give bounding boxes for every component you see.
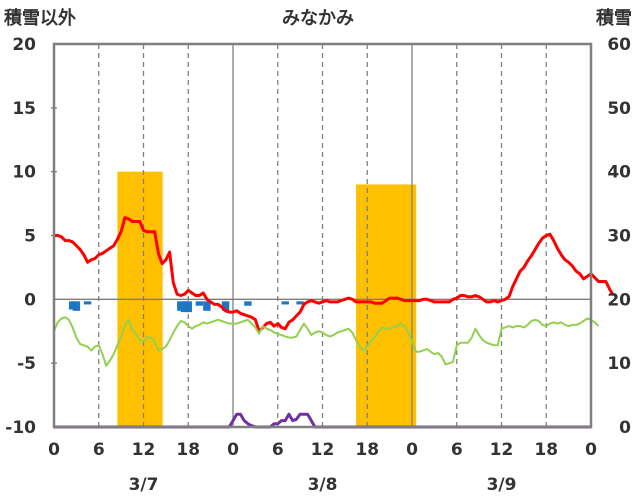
dew-point-line <box>53 316 600 367</box>
precip-bar <box>68 301 77 310</box>
snow-depth-bar <box>393 184 402 427</box>
x-tick-label: 18 <box>176 440 200 460</box>
grid-lines <box>51 44 591 427</box>
precip-bar <box>72 301 81 311</box>
precip-bar <box>221 301 230 311</box>
precip-bar <box>281 301 289 305</box>
left-axis-title: 積雪以外 <box>3 7 76 29</box>
y-left-tick-label: 0 <box>24 290 36 310</box>
y-left-tick-label: 5 <box>24 227 36 247</box>
x-tick-label: 6 <box>93 440 105 460</box>
precip-bar <box>177 301 185 311</box>
snow-depth-bar <box>370 184 379 427</box>
series-lines <box>53 216 615 429</box>
precipitation-bars <box>68 301 304 313</box>
temperature-line <box>54 216 615 333</box>
y-right-tick-label: 0 <box>619 418 631 438</box>
x-tick-label: 6 <box>451 440 463 460</box>
x-tick-label: 0 <box>585 440 597 460</box>
y-left-tick-label: -5 <box>17 354 36 374</box>
y-right-tick-label: 10 <box>607 354 631 374</box>
snow-depth-bar <box>400 184 409 427</box>
y-right-tick-label: 50 <box>607 99 631 119</box>
right-axis-title: 積雪 <box>595 7 632 29</box>
x-tick-label: 12 <box>311 440 335 460</box>
y-left-tick-label: 10 <box>12 163 36 183</box>
precip-bar <box>203 301 211 311</box>
snow-depth-bar <box>356 184 365 427</box>
precip-bar <box>184 301 192 313</box>
chart-title: みなかみ <box>282 8 354 29</box>
precip-bar <box>296 301 304 305</box>
snowfall-line <box>54 412 591 429</box>
y-right-tick-label: 40 <box>607 163 631 183</box>
x-tick-label: 18 <box>534 440 558 460</box>
date-label: 3/7 <box>129 475 159 495</box>
y-left-tick-label: 20 <box>12 35 36 55</box>
snow-depth-bar <box>378 184 387 427</box>
x-tick-label: 18 <box>355 440 379 460</box>
date-label: 3/8 <box>308 475 338 495</box>
x-tick-label: 6 <box>272 440 284 460</box>
x-tick-label: 0 <box>406 440 418 460</box>
precip-bar <box>195 301 204 306</box>
y-right-tick-label: 20 <box>607 290 631 310</box>
snow-depth-bar <box>385 184 394 427</box>
x-tick-label: 12 <box>132 440 156 460</box>
y-right-tick-label: 30 <box>607 227 631 247</box>
precip-bar <box>244 301 252 306</box>
y-right-tick-label: 60 <box>607 35 631 55</box>
x-tick-label: 0 <box>227 440 239 460</box>
y-left-tick-label: -10 <box>5 418 36 438</box>
plot-frame <box>52 42 593 429</box>
y-left-tick-label: 15 <box>12 99 36 119</box>
precip-bar <box>83 301 92 305</box>
x-tick-label: 0 <box>48 440 60 460</box>
x-tick-label: 12 <box>490 440 514 460</box>
date-label: 3/9 <box>487 475 517 495</box>
